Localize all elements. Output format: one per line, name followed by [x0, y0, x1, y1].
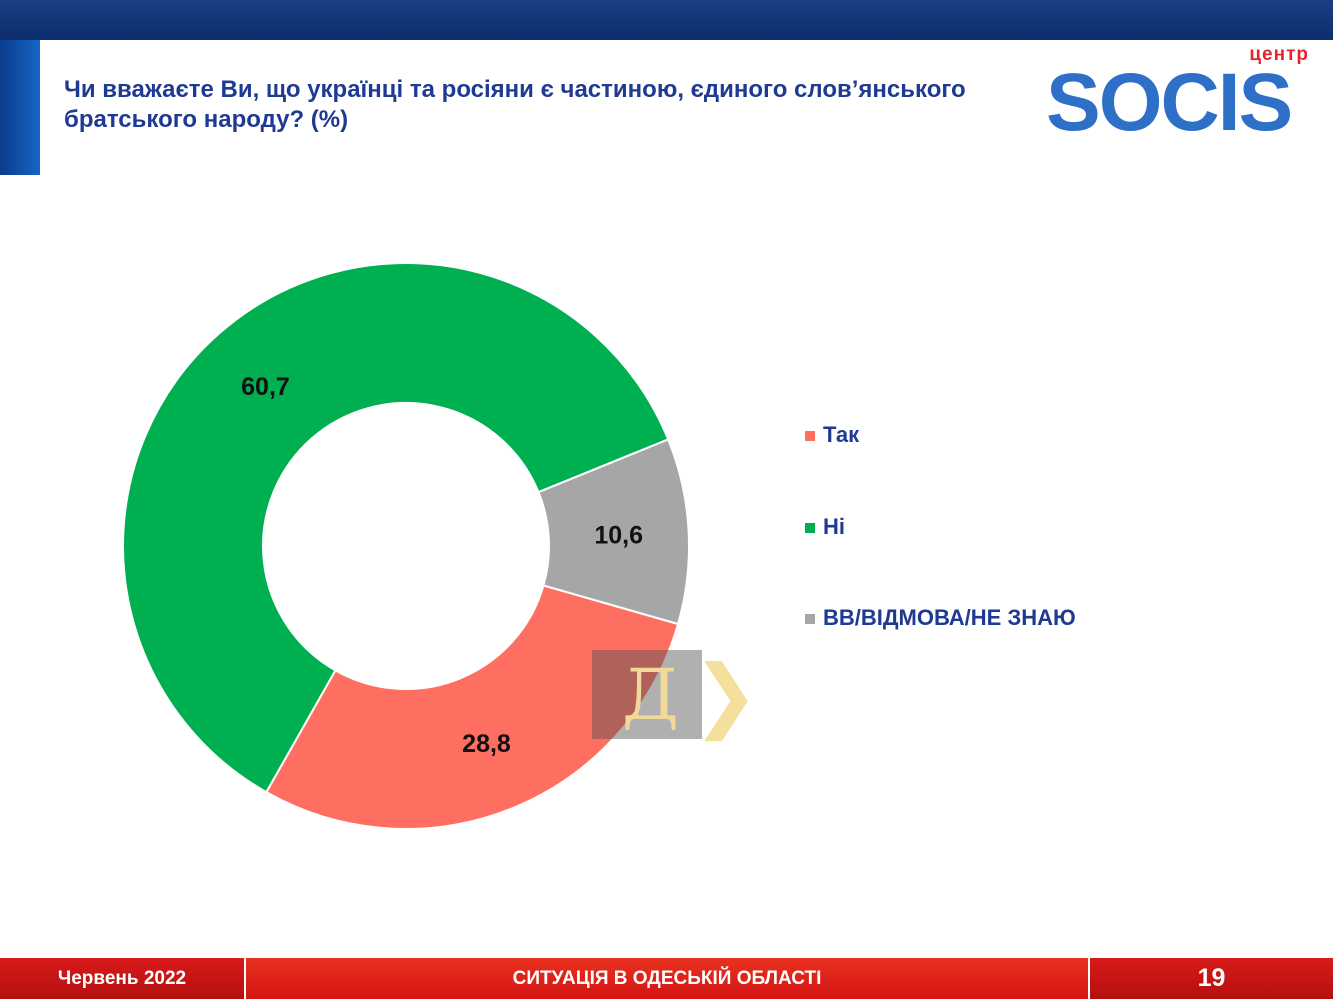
logo-main-text: SOCIS: [1046, 57, 1293, 148]
slice-yes: [264, 584, 680, 830]
footer-title: СИТУАЦІЯ В ОДЕСЬКІЙ ОБЛАСТІ: [246, 958, 1088, 999]
chevron-right-icon: ❯: [692, 648, 760, 741]
top-bar: [0, 0, 1333, 40]
data-label-no: 60,7: [241, 373, 290, 401]
left-accent-bar: [0, 40, 40, 175]
legend-swatch-no: [805, 523, 815, 533]
socis-logo: центр SOCIS: [1040, 42, 1325, 148]
question-title: Чи вважаєте Ви, що українці та росіяни є…: [64, 76, 966, 133]
footer-divider: [244, 958, 246, 999]
footer-divider: [1088, 958, 1090, 999]
footer-date: Червень 2022: [0, 958, 244, 999]
legend-label-dontknow: ВВ/ВІДМОВА/НЕ ЗНАЮ: [823, 605, 1076, 630]
legend-label-yes: Так: [823, 422, 860, 447]
watermark-overlay: Д ❯: [592, 650, 759, 739]
legend-swatch-dontknow: [805, 614, 815, 624]
footer-bar: Червень 2022 СИТУАЦІЯ В ОДЕСЬКІЙ ОБЛАСТІ…: [0, 958, 1333, 999]
legend-label-no: Ні: [823, 514, 845, 539]
data-label-yes: 28,8: [462, 730, 511, 758]
page-number: 19: [1090, 958, 1333, 999]
data-label-dontknow: 10,6: [594, 522, 643, 550]
legend-swatch-yes: [805, 431, 815, 441]
slice-no: [122, 262, 670, 794]
watermark-letter: Д: [622, 654, 679, 736]
logo-top-text: центр: [1249, 44, 1309, 65]
slice-dontknow: [537, 438, 690, 626]
